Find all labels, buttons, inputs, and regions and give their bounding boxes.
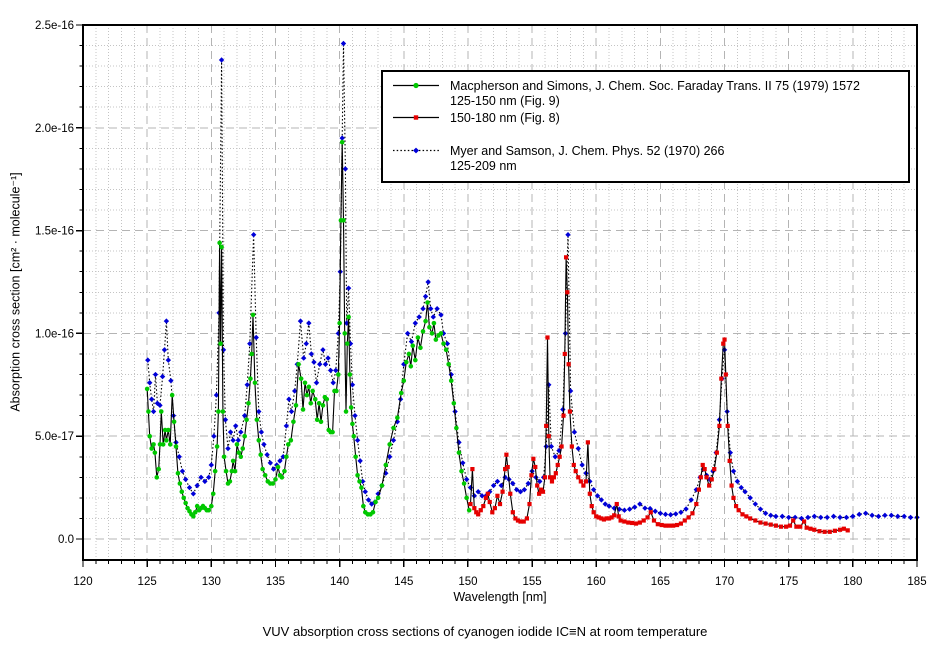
- y-tick-label: 5.0e-17: [35, 431, 74, 443]
- x-tick-label: 180: [843, 576, 862, 588]
- legend-label: 150-180 nm (Fig. 8): [450, 110, 560, 125]
- series-macpherson-fig9: [144, 139, 472, 519]
- x-axis-label: Wavelength [nm]: [453, 590, 547, 604]
- axis-ticks: [76, 24, 918, 567]
- legend-entry-macpherson-fig8: 150-180 nm (Fig. 8): [392, 110, 900, 125]
- legend-marker-red-square-icon: [392, 112, 450, 123]
- legend-entry-myer-samson: Myer and Samson, J. Chem. Phys. 52 (1970…: [392, 143, 900, 158]
- x-tick-label: 145: [394, 576, 413, 588]
- legend-entry-macpherson-fig9: Macpherson and Simons, J. Chem. Soc. Far…: [392, 78, 900, 93]
- y-tick-label: 1.5e-16: [35, 226, 74, 238]
- x-tick-label: 120: [73, 576, 92, 588]
- x-tick-label: 130: [202, 576, 221, 588]
- y-tick-label: 2.5e-16: [35, 20, 74, 32]
- x-tick-label: 160: [587, 576, 606, 588]
- x-tick-label: 125: [138, 576, 157, 588]
- y-tick-label: 1.0e-16: [35, 328, 74, 340]
- x-tick-label: 175: [779, 576, 798, 588]
- x-tick-label: 140: [330, 576, 349, 588]
- tick-labels: 120 125 130 135 140 145 150 155 160 165 170 175 180 1…: [35, 20, 927, 588]
- legend-marker-blue-diamond-icon: [392, 145, 450, 156]
- x-tick-label: 170: [715, 576, 734, 588]
- legend-label-range: 125-150 nm (Fig. 9): [450, 93, 560, 108]
- page-title: VUV absorption cross sections of cyanoge…: [262, 624, 708, 639]
- legend-label: Myer and Samson, J. Chem. Phys. 52 (1970…: [450, 143, 725, 158]
- y-tick-label: 0.0: [58, 534, 74, 546]
- series-macpherson-fig8-line: [469, 257, 848, 533]
- y-axis-label: Absorption cross section [cm² · molecule…: [8, 172, 23, 412]
- series-macpherson-fig9-line: [146, 142, 470, 518]
- legend-label-range: 125-209 nm: [450, 158, 517, 173]
- y-tick-label: 2.0e-16: [35, 123, 74, 135]
- legend-label: Macpherson and Simons, J. Chem. Soc. Far…: [450, 78, 860, 93]
- series-macpherson-fig9-markers: [144, 139, 472, 519]
- grid-major: [83, 25, 917, 560]
- x-tick-label: 165: [651, 576, 670, 588]
- x-tick-label: 135: [266, 576, 285, 588]
- x-tick-label: 155: [522, 576, 541, 588]
- legend: Macpherson and Simons, J. Chem. Soc. Far…: [381, 70, 910, 183]
- legend-marker-green-circle-icon: [392, 80, 450, 91]
- series-macpherson-fig8: [468, 255, 850, 534]
- x-tick-label: 150: [458, 576, 477, 588]
- series-macpherson-fig8-markers: [468, 255, 850, 534]
- x-tick-label: 185: [907, 576, 926, 588]
